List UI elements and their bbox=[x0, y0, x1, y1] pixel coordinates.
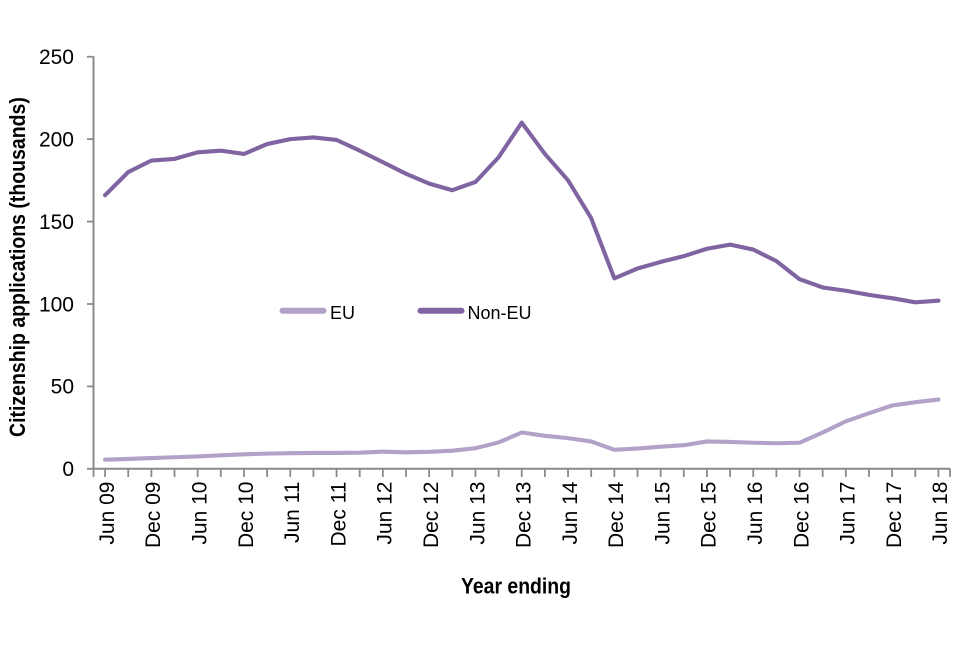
svg-text:Dec 15: Dec 15 bbox=[698, 482, 721, 549]
svg-text:Jun 14: Jun 14 bbox=[559, 481, 582, 544]
svg-text:EU: EU bbox=[330, 303, 355, 323]
svg-text:Dec 16: Dec 16 bbox=[790, 482, 813, 549]
svg-text:Citizenship applications: Citizenship applications bbox=[5, 214, 30, 437]
svg-text:150: 150 bbox=[39, 211, 74, 234]
svg-text:250: 250 bbox=[39, 46, 74, 69]
svg-text:Dec 13: Dec 13 bbox=[513, 482, 536, 549]
svg-text:Jun 15: Jun 15 bbox=[651, 482, 674, 545]
svg-text:200: 200 bbox=[39, 128, 74, 151]
svg-text:Jun 18: Jun 18 bbox=[929, 482, 952, 545]
svg-text:100: 100 bbox=[39, 293, 74, 316]
svg-text:(thousands): (thousands) bbox=[5, 97, 30, 209]
svg-text:Year ending: Year ending bbox=[461, 574, 571, 599]
svg-text:Jun 09: Jun 09 bbox=[96, 482, 119, 545]
svg-text:Dec 11: Dec 11 bbox=[327, 482, 350, 547]
svg-text:Dec 17: Dec 17 bbox=[883, 482, 906, 549]
svg-text:50: 50 bbox=[51, 376, 74, 399]
svg-text:Non-EU: Non-EU bbox=[468, 303, 532, 323]
svg-text:Dec 12: Dec 12 bbox=[420, 482, 443, 549]
svg-text:Dec 09: Dec 09 bbox=[142, 482, 165, 549]
svg-text:Jun 13: Jun 13 bbox=[466, 482, 489, 545]
svg-text:Jun 16: Jun 16 bbox=[744, 482, 767, 545]
svg-text:Dec 14: Dec 14 bbox=[605, 481, 628, 548]
svg-text:Jun 12: Jun 12 bbox=[374, 482, 397, 545]
svg-text:Jun 11: Jun 11 bbox=[281, 482, 304, 544]
svg-text:0: 0 bbox=[62, 458, 74, 481]
svg-text:Jun 17: Jun 17 bbox=[837, 482, 860, 545]
svg-text:Dec 10: Dec 10 bbox=[235, 482, 258, 549]
svg-text:Jun 10: Jun 10 bbox=[188, 482, 211, 545]
